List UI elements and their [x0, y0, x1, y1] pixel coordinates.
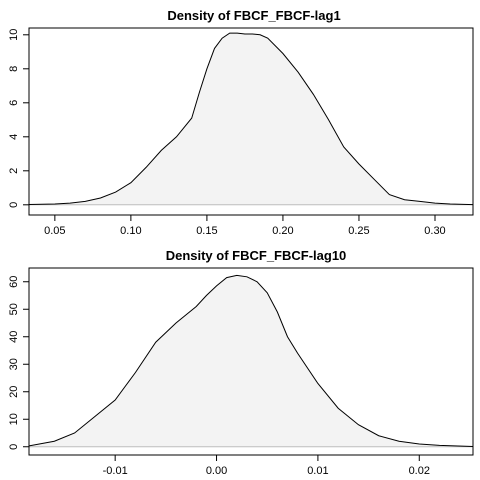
panel-1-x-tick-label: 0.30: [424, 225, 445, 237]
panel-2-x-tick-label: 0.02: [409, 465, 430, 477]
panel-1-y-tick-label: 2: [8, 168, 20, 174]
panel-2-y-tick-label: 40: [8, 331, 20, 343]
panel-2: Density of FBCF_FBCF-lag10 -0.01 0.00 0.01…: [8, 248, 474, 477]
panel-2-y-tick-label: 60: [8, 276, 20, 288]
panel-1-y-tick-label: 0: [8, 202, 20, 208]
panel-2-y-tick-label: 20: [8, 386, 20, 398]
panel-2-y-tick-label: 0: [8, 444, 20, 450]
panel-2-density-fill: [29, 275, 473, 447]
panel-2-plot: -0.01 0.00 0.01 0.02 0 10 20 30 40 50 60: [8, 274, 473, 477]
panel-1-x-tick-label: 0.10: [120, 225, 141, 237]
panel-2-density-line: [29, 274, 473, 447]
panel-2-x-tick-label: -0.01: [103, 465, 128, 477]
panel-1-y-tick-label: 8: [8, 66, 20, 72]
panel-1-density-line: [29, 32, 473, 206]
panel-1-title: Density of FBCF_FBCF-lag1: [167, 8, 340, 23]
panel-1: Density of FBCF_FBCF-lag1 0.05 0.10 0.15 0.…: [8, 8, 474, 237]
panel-1-plot-box: [28, 27, 474, 216]
panel-1-x-tick-label: 0.25: [348, 225, 369, 237]
panel-1-y-tick-label: 10: [8, 29, 20, 41]
panel-2-y-tick-label: 30: [8, 358, 20, 370]
panel-1-x-tick-label: 0.05: [44, 225, 65, 237]
panel-1-y-tick-label: 4: [8, 134, 20, 140]
panel-2-x-tick-label: 0.01: [307, 465, 328, 477]
panel-1-x-tick-label: 0.20: [272, 225, 293, 237]
panel-2-title: Density of FBCF_FBCF-lag10: [166, 248, 347, 263]
panel-1-density-group: [29, 32, 473, 206]
panel-1-y-tick-label: 6: [8, 100, 20, 106]
panel-2-plot-box: [28, 267, 474, 456]
panel-1-density-fill: [29, 33, 473, 205]
panel-1-plot: 0.05 0.10 0.15 0.20 0.25 0.30 0 2 4 6 8 10: [8, 29, 473, 237]
panel-2-y-tick-label: 10: [8, 413, 20, 425]
panel-2-density-group: [29, 274, 473, 448]
panel-1-x-tick-label: 0.15: [196, 225, 217, 237]
panel-2-x-tick-label: 0.00: [206, 465, 227, 477]
panel-2-y-tick-label: 50: [8, 303, 20, 315]
